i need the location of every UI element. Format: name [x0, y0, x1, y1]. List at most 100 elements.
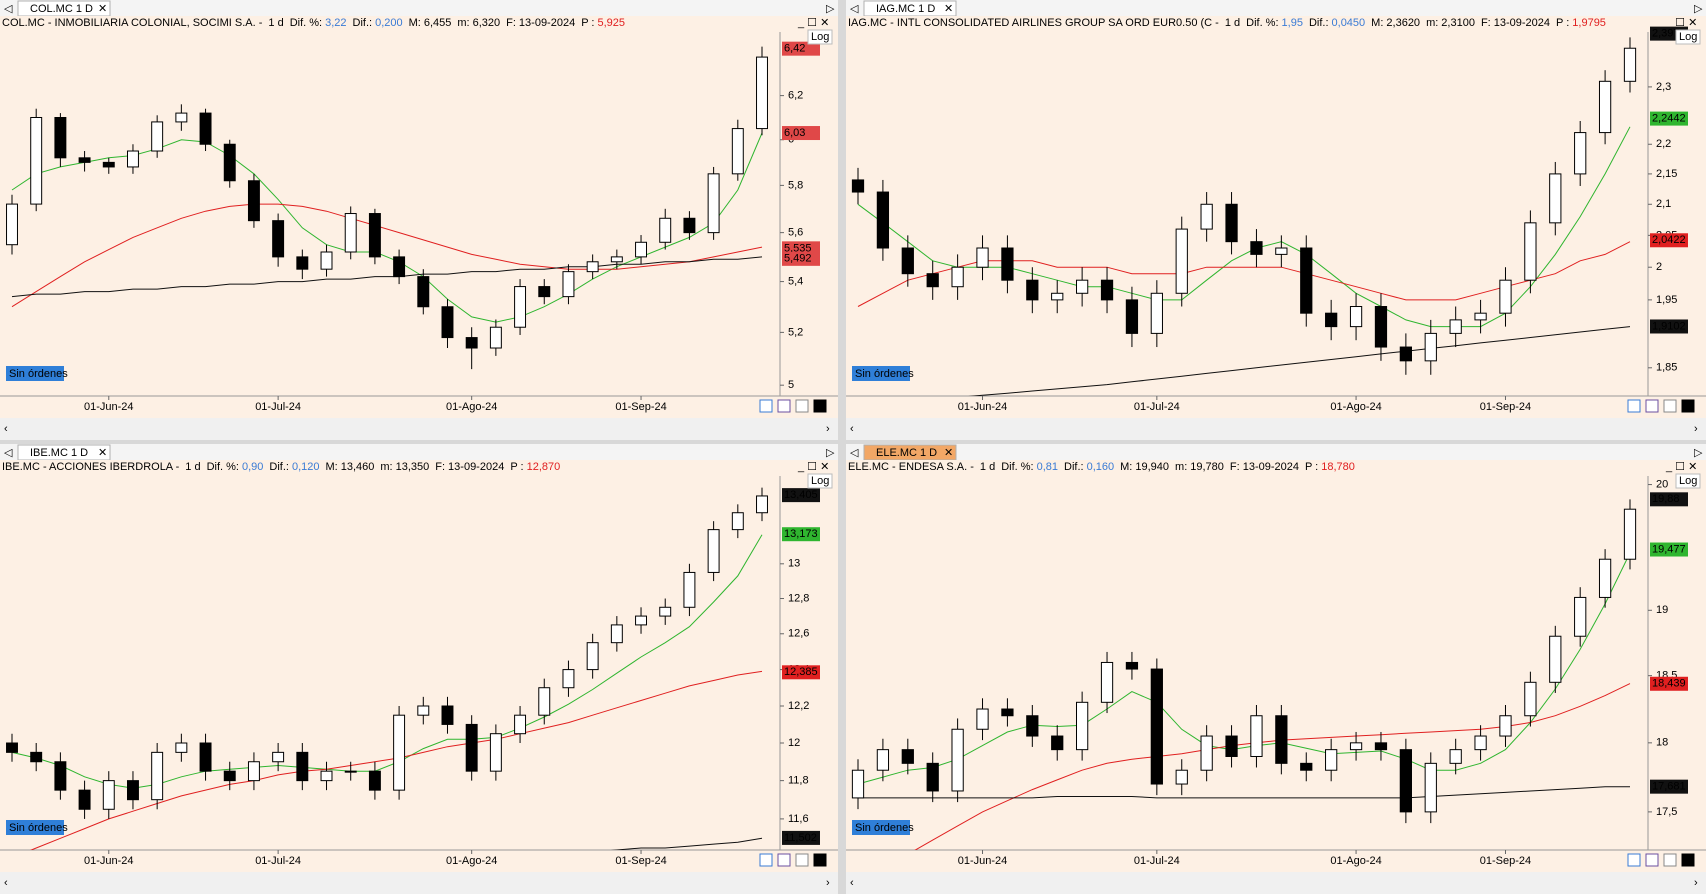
price-tag: [1650, 779, 1688, 794]
log-button[interactable]: Log: [1675, 29, 1701, 45]
y-tick-label: 13: [788, 558, 800, 570]
candle-body: [393, 714, 406, 791]
nav-arrow: ▷: [1694, 447, 1703, 459]
toolbar-icon[interactable]: [1627, 853, 1641, 867]
candle-body: [976, 247, 989, 268]
log-button[interactable]: Log: [807, 473, 833, 489]
toolbar-icon[interactable]: [813, 853, 827, 867]
field-label: P :: [510, 461, 523, 473]
tab[interactable]: COL.MC 1 D ✕: [17, 0, 111, 17]
info-bar: IBE.MC - ACCIONES IBERDROLA -1 d Dif. %: 0…: [2, 461, 560, 473]
candle-body: [199, 742, 212, 772]
tab-close: ✕: [944, 3, 953, 15]
price-tag: [782, 251, 820, 266]
scroll-arrow[interactable]: ›: [1694, 877, 1698, 889]
candle-body: [320, 770, 333, 782]
scrollbar[interactable]: [846, 420, 1706, 438]
price-tag-label: 1,9102: [1652, 320, 1686, 332]
candle-body: [6, 742, 18, 753]
y-tick-label: 11,8: [788, 775, 809, 787]
toolbar-icon[interactable]: [1645, 399, 1659, 413]
candle-body: [223, 770, 236, 782]
symbol-title: IAG.MC - INTL CONSOLIDATED AIRLINES GROU…: [848, 17, 1219, 29]
orders-badge[interactable]: Sin órdenes: [6, 820, 68, 835]
candle-body: [272, 220, 285, 258]
candle-body: [851, 179, 865, 193]
log-button-bg: [1675, 29, 1701, 45]
scrollbar[interactable]: [0, 874, 838, 892]
period: 1 d: [980, 461, 995, 473]
x-tick-label: 01-Sep-24: [615, 401, 666, 413]
candle-body: [610, 624, 623, 644]
field-value: 0,81: [1037, 461, 1058, 473]
tab-strip: [846, 444, 1706, 460]
scroll-arrow[interactable]: ›: [826, 423, 830, 435]
field-label: Dif.:: [1309, 17, 1329, 29]
field-label: Dif. %:: [1001, 461, 1033, 473]
field-label: F:: [1481, 17, 1491, 29]
tab[interactable]: IBE.MC 1 D ✕: [17, 444, 111, 461]
orders-badge[interactable]: Sin órdenes: [852, 366, 914, 381]
toolbar-icon[interactable]: [759, 853, 773, 867]
splitter: [0, 440, 1706, 444]
candle-body: [1549, 635, 1562, 683]
orders-badge[interactable]: Sin órdenes: [852, 820, 914, 835]
candle-body: [1200, 735, 1213, 771]
x-tick-label: 01-Ago-24: [1330, 855, 1381, 867]
candle-body: [901, 749, 914, 764]
moving-average: [858, 786, 1630, 799]
scroll-arrow[interactable]: ‹: [850, 877, 854, 889]
field-label: F:: [1230, 461, 1240, 473]
window-buttons: _ ☐ ✕: [1665, 17, 1697, 29]
toolbar-icon[interactable]: [1663, 853, 1677, 867]
candle-body: [1051, 735, 1064, 751]
field-value: 0,200: [375, 17, 403, 29]
candle-body: [1449, 749, 1462, 764]
tab[interactable]: ELE.MC 1 D ✕: [863, 444, 957, 461]
candle-body: [538, 687, 551, 716]
price-tag: [1650, 676, 1688, 691]
candle-body: [1524, 222, 1537, 281]
price-tag: [1650, 111, 1688, 126]
candle-body: [223, 143, 236, 182]
badge-bg: [6, 820, 64, 835]
moving-average: [968, 326, 1631, 396]
toolbar-icon[interactable]: [1627, 399, 1641, 413]
scroll-arrow[interactable]: ›: [1694, 423, 1698, 435]
candle-body: [926, 273, 939, 288]
orders-badge[interactable]: Sin órdenes: [6, 366, 68, 381]
scroll-arrow[interactable]: ‹: [850, 423, 854, 435]
scrollbar[interactable]: [846, 874, 1706, 892]
toolbar-icon[interactable]: [795, 399, 809, 413]
y-tick-label: 12,8: [788, 592, 809, 604]
toolbar-icon[interactable]: [1681, 399, 1695, 413]
log-button[interactable]: Log: [1675, 473, 1701, 489]
candle-body: [1150, 668, 1163, 785]
badge-bg: [852, 820, 910, 835]
scroll-arrow[interactable]: ‹: [4, 423, 8, 435]
price-tag: [782, 488, 820, 503]
price-tag-label: 13,405: [784, 489, 818, 501]
toolbar-icon[interactable]: [1645, 853, 1659, 867]
candle-body: [1300, 247, 1313, 314]
toolbar-icon[interactable]: [777, 399, 791, 413]
candle-body: [1175, 228, 1188, 294]
plot-background: [846, 16, 1706, 418]
badge-label: Sin órdenes: [855, 368, 914, 380]
tab[interactable]: IAG.MC 1 D ✕: [863, 0, 957, 17]
period: 1 d: [1225, 17, 1240, 29]
window-buttons: _ ☐ ✕: [797, 461, 829, 473]
y-tick-label: 12,2: [788, 700, 809, 712]
log-button[interactable]: Log: [807, 29, 833, 45]
x-tick-label: 01-Jul-24: [1134, 401, 1180, 413]
toolbar-icon[interactable]: [1663, 399, 1677, 413]
toolbar-icon[interactable]: [813, 399, 827, 413]
toolbar-icon[interactable]: [1681, 853, 1695, 867]
x-tick-label: 01-Jun-24: [84, 855, 134, 867]
toolbar-icon[interactable]: [777, 853, 791, 867]
toolbar-icon[interactable]: [759, 399, 773, 413]
scroll-arrow[interactable]: ›: [826, 877, 830, 889]
scroll-arrow[interactable]: ‹: [4, 877, 8, 889]
scrollbar[interactable]: [0, 420, 838, 438]
toolbar-icon[interactable]: [795, 853, 809, 867]
